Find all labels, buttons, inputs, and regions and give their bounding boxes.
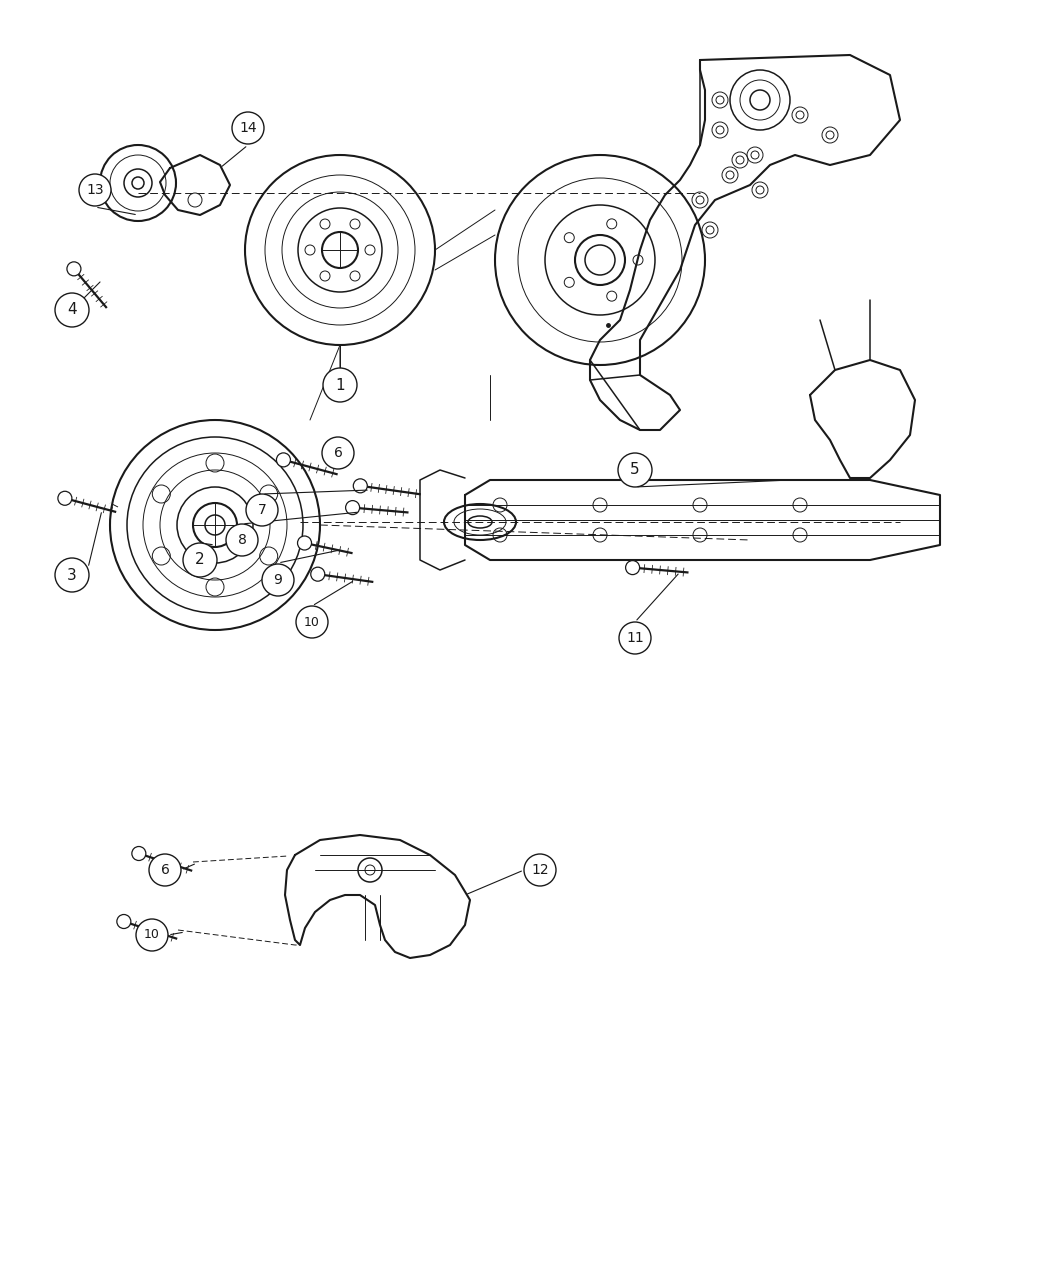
Text: 12: 12: [531, 863, 549, 877]
Circle shape: [524, 854, 557, 886]
Circle shape: [136, 919, 168, 951]
Circle shape: [149, 854, 181, 886]
Circle shape: [183, 543, 217, 578]
Text: 13: 13: [86, 184, 104, 198]
Text: 7: 7: [257, 504, 267, 516]
Circle shape: [296, 606, 328, 638]
Text: 10: 10: [304, 616, 320, 629]
Circle shape: [79, 173, 111, 207]
Circle shape: [226, 524, 258, 556]
Circle shape: [345, 501, 359, 515]
Circle shape: [322, 437, 354, 469]
Circle shape: [55, 293, 89, 326]
Circle shape: [132, 177, 144, 189]
Text: 4: 4: [67, 302, 77, 317]
Circle shape: [323, 368, 357, 402]
Text: 2: 2: [195, 552, 205, 567]
Text: 6: 6: [334, 446, 342, 460]
Text: 6: 6: [161, 863, 169, 877]
Circle shape: [297, 536, 312, 550]
Circle shape: [276, 453, 291, 467]
Circle shape: [353, 479, 367, 493]
Circle shape: [55, 558, 89, 592]
Circle shape: [232, 112, 264, 144]
Text: 5: 5: [630, 463, 639, 478]
Circle shape: [246, 493, 278, 527]
Circle shape: [58, 491, 71, 505]
Text: 11: 11: [626, 631, 644, 645]
Text: 1: 1: [335, 377, 344, 393]
Circle shape: [132, 847, 146, 861]
Circle shape: [117, 914, 131, 928]
Circle shape: [205, 515, 225, 536]
Text: 3: 3: [67, 567, 77, 583]
Circle shape: [618, 453, 652, 487]
Circle shape: [262, 564, 294, 595]
Circle shape: [67, 261, 81, 275]
Circle shape: [311, 567, 324, 581]
Text: 8: 8: [237, 533, 247, 547]
Text: 14: 14: [239, 121, 257, 135]
Circle shape: [620, 622, 651, 654]
Text: 9: 9: [274, 572, 282, 586]
Text: 10: 10: [144, 928, 160, 941]
Circle shape: [626, 561, 639, 575]
